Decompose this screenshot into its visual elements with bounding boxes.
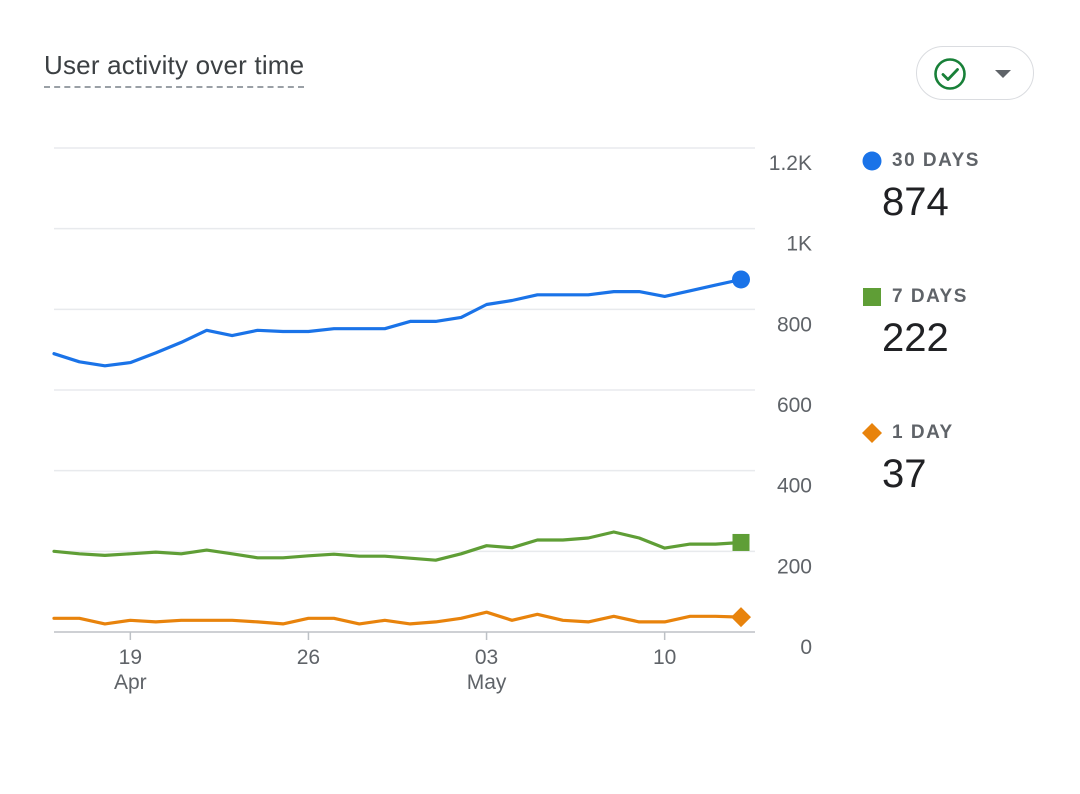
legend-marker-diamond-icon bbox=[862, 423, 882, 443]
legend-label: 30 DAYS bbox=[892, 150, 980, 171]
end-marker-1-day bbox=[731, 607, 751, 628]
series-lines bbox=[52, 270, 751, 628]
x-tick-label: 19 bbox=[119, 646, 142, 669]
y-tick-label: 600 bbox=[777, 394, 812, 417]
y-tick-label: 0 bbox=[800, 636, 812, 659]
legend-value: 222 bbox=[882, 316, 949, 360]
legend-item-30-days: 30 DAYS 874 bbox=[862, 148, 1062, 226]
y-tick-label: 1K bbox=[786, 233, 812, 256]
end-marker-30-days bbox=[732, 270, 750, 289]
y-tick-label: 1.2K bbox=[769, 152, 812, 175]
legend-item-1-day: 1 DAY 37 bbox=[862, 420, 1062, 498]
series-line-7-days bbox=[52, 530, 743, 562]
card-title[interactable]: User activity over time bbox=[44, 50, 305, 88]
check-circle-icon bbox=[934, 58, 966, 90]
y-tick-label: 400 bbox=[777, 475, 812, 498]
legend-label: 7 DAYS bbox=[892, 286, 968, 307]
x-tick-label: 26 bbox=[297, 646, 320, 669]
end-marker-7-days bbox=[732, 533, 750, 551]
series-line-30-days bbox=[52, 277, 743, 368]
legend-label: 1 DAY bbox=[892, 422, 954, 443]
x-tick-label: 03 bbox=[475, 646, 498, 669]
legend-item-7-days: 7 DAYS 222 bbox=[862, 284, 1062, 362]
y-tick-label: 800 bbox=[777, 313, 812, 336]
y-tick-label: 200 bbox=[777, 555, 812, 578]
legend-marker-circle-icon bbox=[862, 151, 882, 171]
legend-value: 37 bbox=[882, 452, 927, 496]
x-tick-sublabel: Apr bbox=[114, 671, 147, 694]
caret-down-icon bbox=[995, 70, 1011, 78]
series-line-1-day bbox=[52, 610, 743, 626]
grid-lines bbox=[54, 147, 755, 640]
comparison-dropdown-button[interactable] bbox=[916, 46, 1034, 100]
x-tick-sublabel: May bbox=[467, 671, 507, 694]
legend-value: 874 bbox=[882, 180, 949, 224]
legend-marker-square-icon bbox=[863, 288, 881, 306]
x-tick-label: 10 bbox=[653, 646, 676, 669]
